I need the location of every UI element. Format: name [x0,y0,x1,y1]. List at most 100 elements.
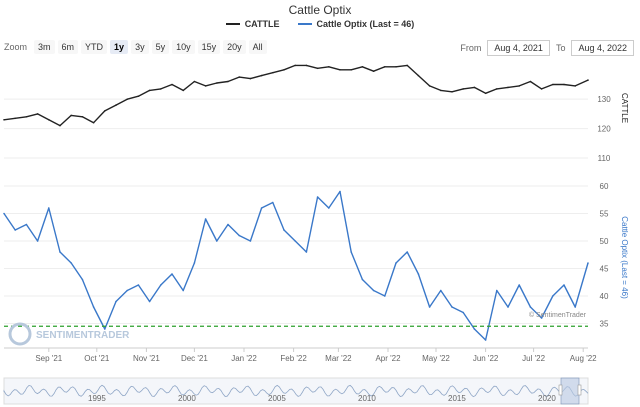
optix-point [552,295,554,297]
optix-point [227,223,229,226]
x-tick-label: Nov '21 [133,354,160,363]
legend-label-cattle: CATTLE [244,19,280,29]
range-from-label: From [460,43,482,53]
optix-point [395,262,397,264]
optix-point [496,289,498,292]
zoom-20y-button[interactable]: 20y [223,40,246,54]
x-tick-label: Feb '22 [280,354,307,363]
legend-item-optix[interactable]: Cattle Optix (Last = 46) [297,19,415,29]
optix-point [216,240,218,242]
navigator[interactable]: 1995 2000 2005 2010 2015 2020 [3,377,589,405]
legend-swatch-cattle [225,23,240,25]
optix-point [372,289,375,292]
zoom-ytd-button[interactable]: YTD [81,40,108,54]
cattle-point [384,66,386,68]
cattle-point [395,66,397,68]
zoom-5y-button[interactable]: 5y [151,40,170,54]
grid-layer [4,98,588,324]
optix-point [70,262,72,264]
cattle-y-tick-label: 130 [597,95,611,104]
optix-point [249,240,252,242]
optix-y-tick-label: 40 [600,292,609,301]
legend-label-optix: Cattle Optix (Last = 46) [316,19,415,29]
cattle-point [451,91,453,93]
optix-point [238,234,240,237]
optix-point [462,311,465,314]
zoom-all-button[interactable]: All [248,40,267,54]
cattle-point [473,86,476,89]
range-from-input[interactable]: Aug 4, 2021 [487,40,550,56]
optix-y-tick-label: 50 [600,237,609,246]
navigator-left-handle[interactable] [558,384,563,396]
legend: CATTLE Cattle Optix (Last = 46) [0,19,640,29]
cattle-point [3,119,5,121]
zoom-1y-button[interactable]: 1y [110,40,129,54]
cattle-y-tick-label: 120 [597,125,611,134]
cattle-point [462,88,465,90]
x-tick-label: Oct '21 [84,354,110,363]
cattle-point [316,67,319,70]
cattle-point [361,66,364,68]
legend-item-cattle[interactable]: CATTLE [225,19,280,29]
cattle-point [294,64,297,67]
cattle-point [574,85,576,87]
optix-y-tick-label: 35 [600,320,609,329]
cattle-point [14,117,16,120]
cattle-point [272,71,274,74]
navigator-year-label: 2020 [538,394,556,403]
navigator-series [3,384,589,398]
optix-point [182,289,184,292]
optix-point [484,339,487,341]
optix-point [540,317,543,319]
cattle-point [260,74,263,77]
optix-point [25,223,28,226]
cattle-point [328,66,330,68]
zoom-15y-button[interactable]: 15y [197,40,221,54]
range-to-label: To [555,43,566,53]
zoom-3m-button[interactable]: 3m [34,40,55,54]
zoom-10y-button[interactable]: 10y [172,40,195,54]
optix-point [529,306,532,308]
cattle-series-line[interactable] [3,64,589,127]
optix-point [518,284,520,286]
navigator-selection[interactable] [560,377,580,405]
optix-point [574,306,576,308]
optix-point [115,300,117,303]
optix-point [272,201,274,204]
navigator-year-label: 2015 [448,394,466,403]
zoom-3y-button[interactable]: 3y [131,40,149,54]
optix-point [171,273,173,275]
optix-y-tick-label: 45 [600,265,609,274]
cattle-y-tick-label: 110 [598,154,611,163]
optix-point [440,289,442,292]
cattle-point [339,69,341,71]
cattle-point [507,86,509,89]
watermark-text: SENTIMENTRADER [36,330,130,341]
x-tick-label: Jun '22 [473,354,499,363]
optix-point [193,262,196,264]
cattle-point [249,77,252,80]
optix-point [36,240,39,242]
cattle-point [283,69,285,71]
optix-point [417,273,420,275]
x-tick-label: Jul '22 [522,354,545,363]
cattle-point [540,88,543,90]
optix-point [473,328,476,330]
cattle-point [440,89,442,92]
cattle-point [104,110,106,112]
zoom-bar: Zoom 3m 6m YTD 1y 3y 5y 10y 15y 20y All [4,40,267,54]
optix-point [563,284,565,286]
range-to-input[interactable]: Aug 4, 2022 [571,40,634,56]
chart-title: Cattle Optix [288,3,352,17]
cattle-point [428,85,431,87]
optix-point [294,240,297,242]
optix-point [305,251,308,253]
x-tick-label: Sep '21 [35,354,62,363]
navigator-right-handle[interactable] [577,384,582,396]
zoom-6m-button[interactable]: 6m [57,40,79,54]
optix-point [451,306,453,308]
cattle-point [238,76,240,78]
cattle-y-axis-title: CATTLE [620,93,629,123]
cattle-point [518,85,520,87]
